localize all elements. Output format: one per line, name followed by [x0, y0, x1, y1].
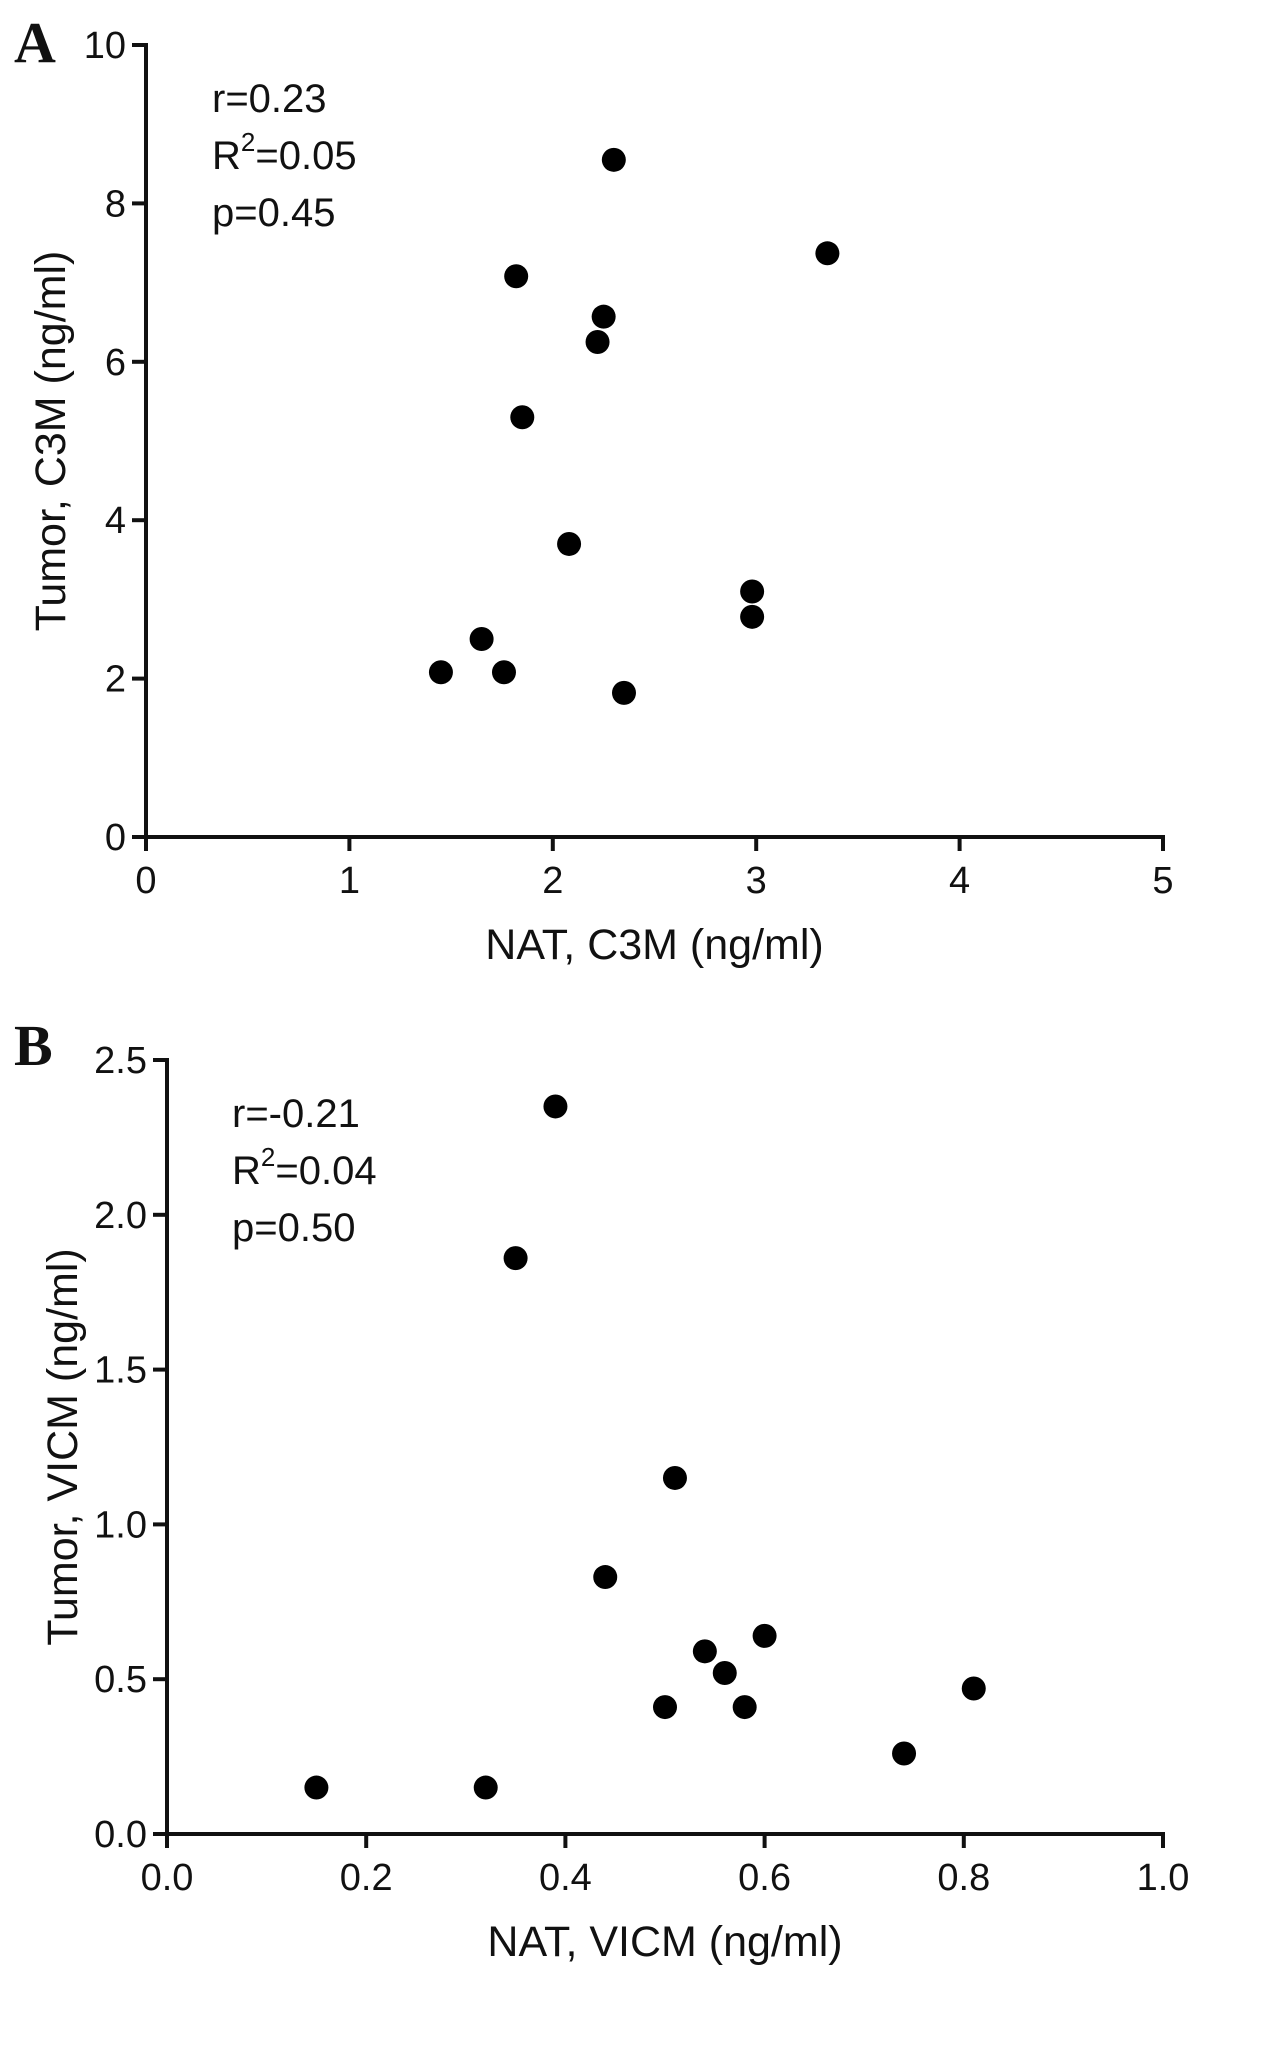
r2-superscript: 2	[261, 1142, 275, 1172]
data-point	[815, 241, 840, 266]
data-point	[740, 604, 765, 629]
x-tick-label: 4	[949, 860, 970, 902]
y-tick-label: 0.5	[94, 1659, 147, 1701]
data-point	[662, 1465, 687, 1490]
y-axis-label: Tumor, VICM (ng/ml)	[39, 1248, 87, 1645]
data-point	[961, 1676, 986, 1701]
panel-b-chart: B 0.0 0.2 0.4 0.6 0.8 1.0 0.0 0.5 1.0 1.5 2.0 2.5 NA…	[14, 1013, 1189, 1966]
panel-label-b: B	[14, 1013, 53, 1078]
data-point	[892, 1741, 917, 1766]
data-point	[503, 1246, 528, 1271]
panel-label-a: A	[14, 10, 56, 75]
data-point	[428, 660, 453, 685]
data-point	[510, 405, 535, 430]
stat-r: r=-0.21	[232, 1092, 360, 1136]
data-point	[491, 660, 516, 685]
y-tick-label: 1.5	[94, 1350, 147, 1392]
x-tick-label: 1	[339, 860, 360, 902]
data-point	[469, 627, 494, 651]
stat-p: p=0.45	[212, 191, 335, 235]
data-point	[585, 330, 610, 354]
x-tick-label: 3	[746, 860, 767, 902]
y-tick-label: 2	[105, 659, 126, 701]
r2-prefix: R	[212, 134, 241, 178]
x-axis-label: NAT, C3M (ng/ml)	[485, 921, 823, 969]
data-point	[732, 1695, 757, 1720]
x-axis-label: NAT, VICM (ng/ml)	[487, 1918, 842, 1966]
data-point	[543, 1094, 568, 1119]
data-point	[611, 680, 636, 705]
data-point	[752, 1623, 777, 1648]
r2-prefix: R	[232, 1149, 261, 1193]
data-point	[692, 1639, 717, 1664]
stat-p: p=0.50	[232, 1206, 355, 1250]
x-tick-label: 2	[542, 860, 563, 902]
data-point	[601, 147, 626, 172]
y-tick-label: 4	[105, 500, 126, 542]
y-tick-label: 2.0	[94, 1195, 147, 1237]
y-tick-label: 10	[84, 25, 126, 67]
x-tick-label: 0.4	[539, 1857, 592, 1899]
x-tick-label: 1.0	[1137, 1857, 1190, 1899]
panel-a-chart: A 0 1 2 3 4 5 0 2 4 6 8 10 NAT, C3M (ng/ml) Tumor, C3…	[14, 10, 1174, 969]
data-point	[740, 579, 765, 604]
y-tick-label: 2.5	[94, 1040, 147, 1082]
data-point	[557, 531, 582, 556]
x-tick-label: 0.0	[141, 1857, 194, 1899]
x-tick-label: 0.2	[340, 1857, 393, 1899]
x-tick-label: 0	[135, 860, 156, 902]
stat-r: r=0.23	[212, 77, 327, 121]
y-tick-label: 6	[105, 342, 126, 384]
y-tick-label: 0.0	[94, 1814, 147, 1856]
r2-value: =0.04	[275, 1149, 376, 1193]
y-tick-label: 8	[105, 183, 126, 225]
data-point	[504, 264, 529, 289]
y-axis-label: Tumor, C3M (ng/ml)	[27, 251, 75, 632]
r2-value: =0.05	[255, 134, 356, 178]
data-point	[304, 1775, 329, 1800]
x-tick-label: 5	[1152, 860, 1173, 902]
stat-r-squared: R2=0.05	[212, 127, 357, 178]
y-tick-label: 0	[105, 817, 126, 859]
data-point	[712, 1661, 737, 1686]
data-point	[591, 304, 616, 329]
r2-superscript: 2	[241, 127, 255, 157]
data-point	[473, 1775, 498, 1800]
data-point	[593, 1565, 618, 1590]
y-tick-label: 1.0	[94, 1504, 147, 1546]
stat-r-squared: R2=0.04	[232, 1142, 377, 1193]
x-tick-label: 0.8	[937, 1857, 990, 1899]
data-point	[653, 1695, 677, 1720]
x-tick-label: 0.6	[738, 1857, 791, 1899]
